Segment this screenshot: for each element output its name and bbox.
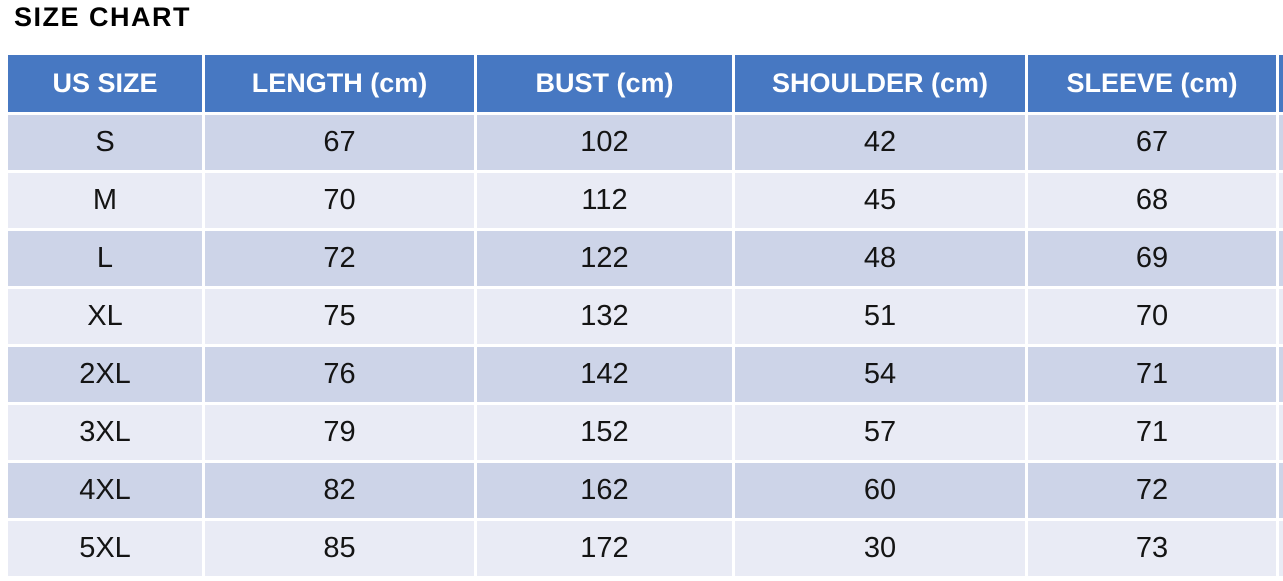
size-chart-table-wrap: US SIZE LENGTH (cm) BUST (cm) SHOULDER (cm)… bbox=[8, 55, 1283, 576]
table-cell: 70 bbox=[1028, 289, 1276, 344]
clipped-header-cell bbox=[1279, 55, 1283, 112]
table-cell: 79 bbox=[205, 405, 474, 460]
table-cell: 71 bbox=[1028, 347, 1276, 402]
column-header-us-size: US SIZE bbox=[8, 55, 202, 112]
column-header-shoulder-cm: SHOULDER (cm) bbox=[735, 55, 1025, 112]
table-cell: 48 bbox=[735, 231, 1025, 286]
table-cell: 72 bbox=[1028, 463, 1276, 518]
table-cell: 67 bbox=[205, 115, 474, 170]
table-cell: 76 bbox=[205, 347, 474, 402]
table-cell: 75 bbox=[205, 289, 474, 344]
size-label-cell: XL bbox=[8, 289, 202, 344]
size-label-cell: 4XL bbox=[8, 463, 202, 518]
size-label-cell: M bbox=[8, 173, 202, 228]
table-cell: 102 bbox=[477, 115, 732, 170]
table-cell: 122 bbox=[477, 231, 732, 286]
table-cell: 142 bbox=[477, 347, 732, 402]
table-cell: 85 bbox=[205, 521, 474, 576]
page-title: SIZE CHART bbox=[14, 2, 191, 32]
clipped-row-cell bbox=[1279, 463, 1283, 518]
table-cell: 68 bbox=[1028, 173, 1276, 228]
clipped-row-cell bbox=[1279, 289, 1283, 344]
table-cell: 72 bbox=[205, 231, 474, 286]
table-cell: 69 bbox=[1028, 231, 1276, 286]
clipped-row-cell bbox=[1279, 231, 1283, 286]
table-cell: 132 bbox=[477, 289, 732, 344]
size-label-cell: 5XL bbox=[8, 521, 202, 576]
column-header-bust-cm: BUST (cm) bbox=[477, 55, 732, 112]
table-cell: 152 bbox=[477, 405, 732, 460]
table-cell: 162 bbox=[477, 463, 732, 518]
table-cell: 60 bbox=[735, 463, 1025, 518]
size-chart-table: US SIZE LENGTH (cm) BUST (cm) SHOULDER (cm)… bbox=[8, 55, 1283, 576]
size-label-cell: L bbox=[8, 231, 202, 286]
table-cell: 54 bbox=[735, 347, 1025, 402]
clipped-row-cell bbox=[1279, 347, 1283, 402]
size-label-cell: 3XL bbox=[8, 405, 202, 460]
clipped-row-cell bbox=[1279, 521, 1283, 576]
table-cell: 45 bbox=[735, 173, 1025, 228]
table-cell: 73 bbox=[1028, 521, 1276, 576]
table-cell: 112 bbox=[477, 173, 732, 228]
clipped-row-cell bbox=[1279, 115, 1283, 170]
column-header-sleeve-cm: SLEEVE (cm) bbox=[1028, 55, 1276, 112]
clipped-row-cell bbox=[1279, 405, 1283, 460]
column-header-length-cm: LENGTH (cm) bbox=[205, 55, 474, 112]
table-cell: 70 bbox=[205, 173, 474, 228]
table-cell: 71 bbox=[1028, 405, 1276, 460]
size-label-cell: 2XL bbox=[8, 347, 202, 402]
table-cell: 42 bbox=[735, 115, 1025, 170]
table-cell: 30 bbox=[735, 521, 1025, 576]
size-label-cell: S bbox=[8, 115, 202, 170]
table-cell: 57 bbox=[735, 405, 1025, 460]
clipped-row-cell bbox=[1279, 173, 1283, 228]
table-cell: 82 bbox=[205, 463, 474, 518]
table-cell: 172 bbox=[477, 521, 732, 576]
table-cell: 51 bbox=[735, 289, 1025, 344]
table-cell: 67 bbox=[1028, 115, 1276, 170]
